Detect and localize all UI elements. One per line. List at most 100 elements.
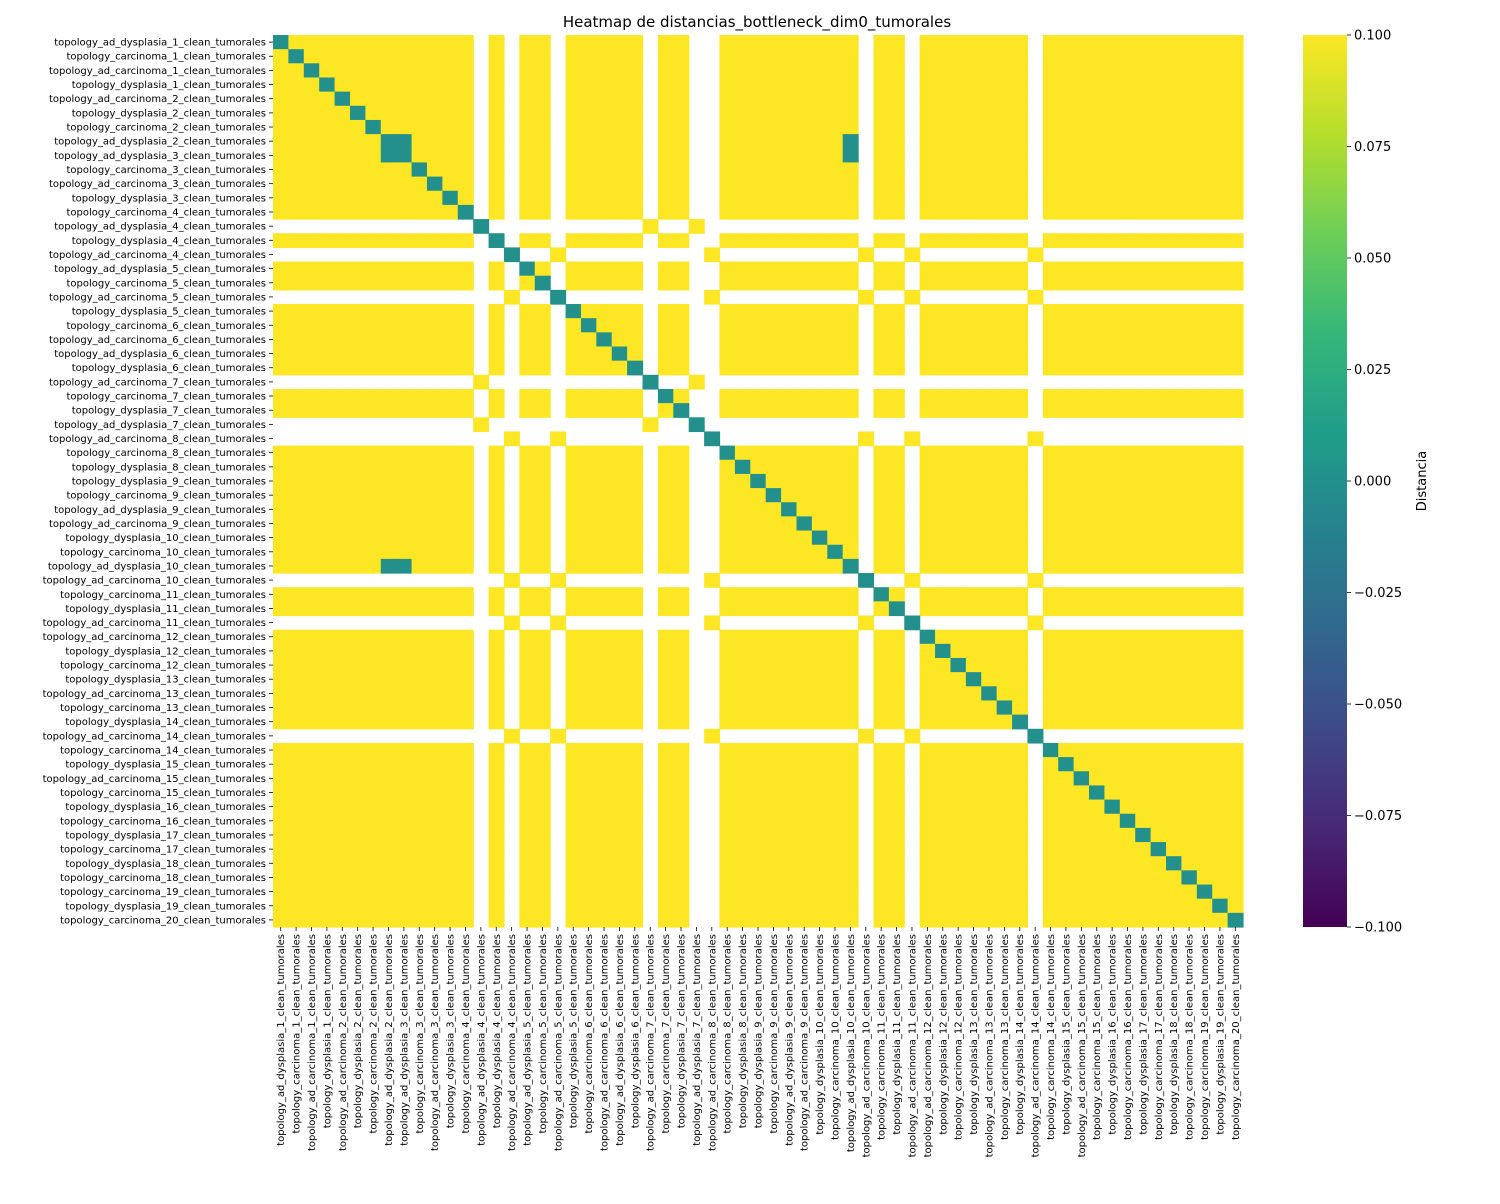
heatmap-cell [411,459,428,475]
heatmap-cell [765,530,782,546]
heatmap-cell [673,91,690,107]
heatmap-cell [734,275,751,291]
heatmap-cell [796,77,813,93]
heatmap-cell [380,643,397,659]
heatmap-cell [827,856,844,871]
heatmap-cell [565,502,582,517]
heatmap-cell [534,714,551,730]
heatmap-cell [627,388,644,404]
heatmap-cell [1073,799,1090,815]
heatmap-cell [1196,700,1213,716]
heatmap-cell [457,516,474,532]
heatmap-cell [396,502,413,517]
heatmap-cell [950,403,967,418]
heatmap-cell [1135,403,1152,418]
heatmap-cell [1042,488,1059,503]
heatmap-cell [734,742,751,758]
heatmap-cell [842,105,859,121]
heatmap-cell [288,870,305,886]
heatmap-cell [1042,190,1059,206]
heatmap-cell [996,488,1013,503]
heatmap-cell [380,870,397,886]
heatmap-cell [765,686,782,702]
y-tick-label: topology_carcinoma_16_clean_tumorales [60,816,266,827]
heatmap-cell [1227,162,1244,178]
heatmap-cell [1104,63,1121,79]
heatmap-cell [888,105,905,121]
heatmap-cell [965,714,982,730]
heatmap-cell [1042,91,1059,107]
heatmap-cell [842,488,859,503]
x-tick-label: topology_ad_dysplasia_1_clean_tumorales [276,934,287,1146]
heatmap-cell [396,700,413,716]
heatmap-cell [411,204,428,220]
heatmap-cell [965,544,982,560]
heatmap-cell [1150,445,1167,461]
heatmap-cell [319,176,336,192]
heatmap-cell [1073,134,1090,149]
heatmap-cell [411,813,428,829]
heatmap-cell [565,304,582,319]
heatmap-cell [488,445,505,461]
heatmap-cell [858,247,875,263]
heatmap-cell [1150,757,1167,772]
heatmap-cell [503,728,520,744]
heatmap-cell [1104,785,1121,801]
heatmap-cell [873,134,890,149]
heatmap-cell [334,629,351,645]
heatmap-cell [426,360,443,376]
heatmap-cell [396,516,413,532]
heatmap-cell [750,304,767,319]
heatmap-cell [657,275,674,291]
heatmap-cell [1058,49,1075,64]
heatmap-cell [1073,473,1090,489]
heatmap-cell [1042,459,1059,475]
heatmap-cell [1212,856,1229,871]
heatmap-cell [365,318,382,333]
heatmap-cell [673,403,690,418]
heatmap-cell [534,856,551,871]
heatmap-cell [734,105,751,121]
heatmap-cell [288,827,305,843]
heatmap-cell [950,827,967,843]
heatmap-cell [811,714,828,730]
heatmap-cell [996,49,1013,64]
heatmap-cell [950,346,967,362]
heatmap-cell [1089,714,1106,730]
heatmap-cell [1196,488,1213,503]
heatmap-cell [1227,119,1244,135]
y-tick-label: topology_ad_carcinoma_1_clean_tumorales [49,66,266,77]
heatmap-cell [426,261,443,277]
heatmap-cell [1042,657,1059,673]
heatmap-cell [965,49,982,64]
heatmap-cell [519,162,536,178]
heatmap-cell [442,870,459,886]
heatmap-cell [796,813,813,829]
heatmap-cell [349,162,366,178]
y-tick-label: topology_ad_dysplasia_4_clean_tumorales [54,222,266,233]
heatmap-cell [811,629,828,645]
heatmap-cell [596,799,613,815]
heatmap-cell [1181,799,1198,815]
heatmap-cell [396,35,413,50]
colorbar: 0.1000.0750.0500.0250.000−0.025−0.050−0.… [1303,29,1430,936]
heatmap-cell [303,912,320,928]
heatmap-cell [349,544,366,560]
heatmap-cell [1089,176,1106,192]
y-tick-label: topology_dysplasia_1_clean_tumorales [72,80,266,91]
heatmap-cell [319,332,336,348]
heatmap-cell [1073,700,1090,716]
heatmap-cell [1042,49,1059,64]
heatmap-cell [811,912,828,928]
heatmap-cell [1166,105,1183,121]
heatmap-cell [935,304,952,319]
heatmap-cell [457,558,474,574]
heatmap-cell [781,672,798,687]
heatmap-cell [1135,63,1152,79]
heatmap-cell [1042,275,1059,291]
heatmap-cell [796,360,813,376]
heatmap-cell [519,275,536,291]
heatmap-cell [781,403,798,418]
heatmap-cell [873,275,890,291]
heatmap-cell [319,672,336,687]
